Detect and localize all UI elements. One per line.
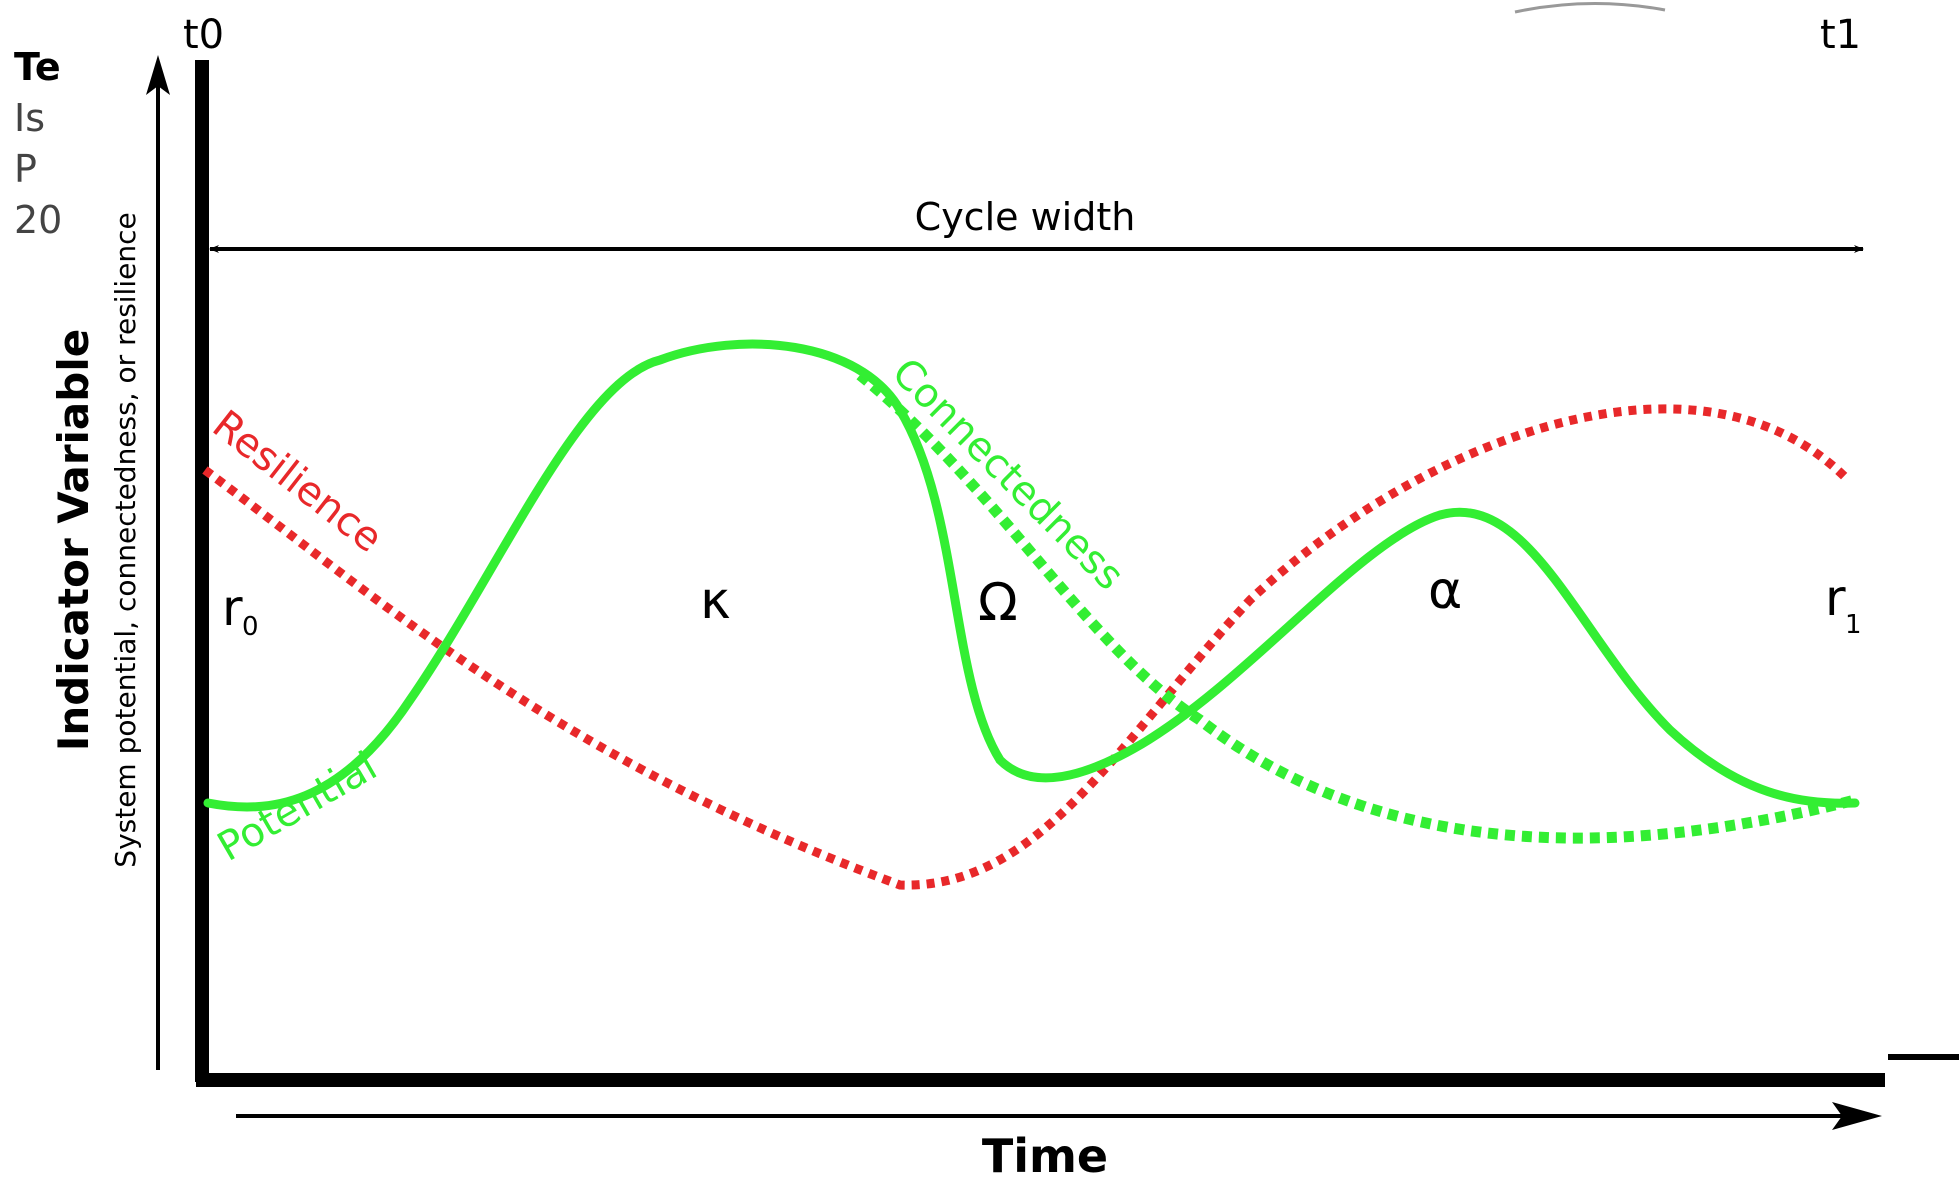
y-axis-arrowhead: [146, 55, 170, 95]
cycle-width-label: Cycle width: [915, 195, 1136, 239]
background-text-line: Is: [14, 96, 46, 140]
potential-curve: [203, 339, 1860, 812]
t0-label: t0: [183, 12, 224, 58]
resilience-curve: [202, 404, 1852, 890]
phase-alpha-label: α: [1428, 561, 1462, 621]
phase-r1-label: r: [1825, 569, 1846, 627]
phase-kappa-label: κ: [700, 571, 731, 631]
x-axis-title: Time: [982, 1129, 1108, 1182]
phase-omega-label: Ω: [978, 573, 1018, 633]
time-arrowhead: [1832, 1102, 1882, 1130]
resilience-curve-label: Resilience: [204, 402, 391, 562]
y-axis-title: Indicator Variable: [49, 329, 98, 751]
connectedness-curve: [856, 370, 1857, 844]
decorative-arc: [1514, 1, 1666, 14]
background-text-snippet: Te Is P 20: [14, 42, 62, 246]
phase-r0-label: r: [222, 579, 243, 637]
phase-r1-subscript: 1: [1845, 610, 1862, 640]
y-axis-subtitle: System potential, connectedness, or resi…: [109, 212, 142, 867]
background-text-line: Te: [14, 45, 61, 89]
background-text-line: P: [14, 147, 37, 191]
connectedness-curve-label: Connectedness: [883, 350, 1133, 600]
background-text-line: 20: [14, 198, 63, 242]
t1-label: t1: [1820, 12, 1861, 58]
phase-r0-subscript: 0: [242, 612, 259, 642]
